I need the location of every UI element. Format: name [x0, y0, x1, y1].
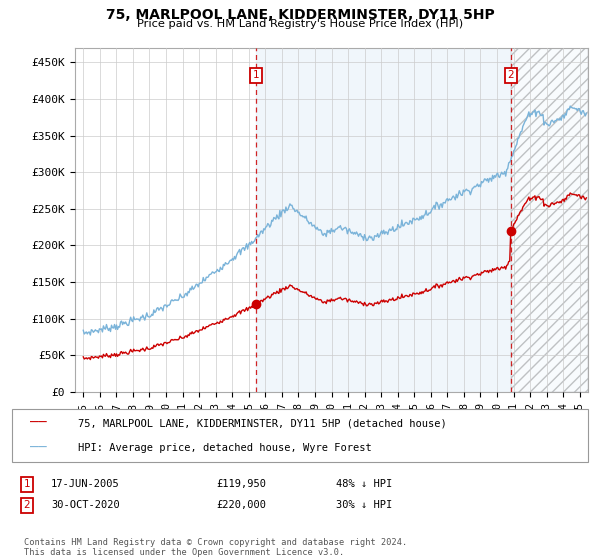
- Text: 30% ↓ HPI: 30% ↓ HPI: [336, 500, 392, 510]
- Text: 17-JUN-2005: 17-JUN-2005: [51, 479, 120, 489]
- Text: ——: ——: [30, 416, 47, 430]
- Text: HPI: Average price, detached house, Wyre Forest: HPI: Average price, detached house, Wyre…: [78, 442, 372, 452]
- Text: 2: 2: [508, 71, 514, 81]
- Bar: [256, 48, 511, 392]
- Text: £119,950: £119,950: [216, 479, 266, 489]
- Text: 2: 2: [23, 500, 31, 510]
- Text: 1: 1: [253, 71, 260, 81]
- Bar: [511, 48, 588, 392]
- Bar: [511, 48, 588, 392]
- Text: 1: 1: [23, 479, 31, 489]
- Text: 75, MARLPOOL LANE, KIDDERMINSTER, DY11 5HP (detached house): 75, MARLPOOL LANE, KIDDERMINSTER, DY11 5…: [78, 418, 447, 428]
- Text: 30-OCT-2020: 30-OCT-2020: [51, 500, 120, 510]
- Text: £220,000: £220,000: [216, 500, 266, 510]
- Text: Price paid vs. HM Land Registry's House Price Index (HPI): Price paid vs. HM Land Registry's House …: [137, 19, 463, 29]
- Text: 75, MARLPOOL LANE, KIDDERMINSTER, DY11 5HP: 75, MARLPOOL LANE, KIDDERMINSTER, DY11 5…: [106, 8, 494, 22]
- Text: Contains HM Land Registry data © Crown copyright and database right 2024.
This d: Contains HM Land Registry data © Crown c…: [24, 538, 407, 557]
- Text: 48% ↓ HPI: 48% ↓ HPI: [336, 479, 392, 489]
- Text: ——: ——: [30, 441, 47, 455]
